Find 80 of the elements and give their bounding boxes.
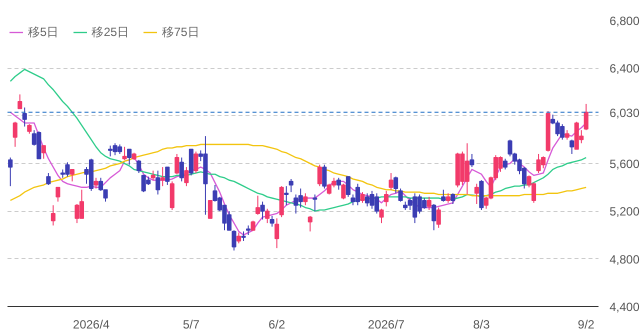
- y-tick-label: 6,800: [610, 14, 640, 28]
- candlestick: [570, 139, 574, 154]
- candlestick: [384, 190, 389, 207]
- candlestick: [70, 168, 74, 182]
- candlestick: [27, 124, 32, 134]
- candlestick: [426, 196, 432, 210]
- candlestick: [308, 215, 312, 232]
- candlestick: [312, 194, 318, 212]
- candlestick: [360, 192, 365, 204]
- y-tick-label: 5,600: [610, 157, 640, 171]
- candlestick: [165, 166, 170, 186]
- candlestick: [450, 192, 456, 205]
- candlestick: [156, 170, 160, 195]
- y-tick-label: 6,400: [610, 62, 640, 76]
- candlestick: [246, 224, 251, 236]
- x-tick-label: 2026/7: [368, 318, 405, 332]
- legend-label: 移25日: [92, 24, 130, 40]
- legend-label: 移75日: [162, 24, 200, 40]
- candlestick: [379, 208, 384, 224]
- candlestick: [584, 103, 588, 131]
- candlestick: [470, 153, 474, 168]
- legend-label: 移5日: [28, 24, 59, 40]
- candlestick: [22, 106, 27, 128]
- candlestick: [436, 207, 441, 228]
- candlestick: [432, 204, 436, 231]
- candlestick: [446, 192, 450, 204]
- candlestick: [288, 178, 294, 193]
- candlestick: [398, 188, 403, 202]
- candlestick: [341, 183, 346, 200]
- candlestick: [208, 200, 212, 219]
- x-tick-label: 5/7: [182, 318, 200, 332]
- candlestick: [260, 201, 265, 220]
- candlestick: [94, 177, 98, 190]
- candlestick: [394, 176, 398, 194]
- candlestick: [127, 148, 132, 166]
- candlestick: [170, 180, 174, 210]
- candlestick: [41, 145, 46, 160]
- candlestick: [250, 220, 256, 231]
- candlestick: [303, 192, 308, 206]
- candlestick: [346, 176, 350, 198]
- candlestick: [232, 230, 236, 251]
- line-series: [10, 144, 587, 202]
- candlestick: [188, 148, 194, 176]
- x-tick-label: 9/2: [578, 318, 595, 332]
- candlestick: [56, 186, 60, 202]
- candlestick: [265, 208, 270, 224]
- candlestick: [136, 159, 142, 174]
- candlestick: [322, 164, 327, 190]
- candlestick: [284, 186, 289, 206]
- candlestick: [241, 230, 246, 242]
- candlestick: [236, 232, 242, 244]
- candlestick: [317, 164, 322, 187]
- candlestick: [194, 151, 198, 174]
- candlestick: [50, 204, 56, 226]
- x-tick-label: 6/2: [268, 318, 286, 332]
- candlestick: [441, 189, 446, 202]
- candlestick: [274, 218, 280, 249]
- candlestick: [8, 157, 13, 187]
- candlestick: [174, 153, 180, 175]
- candlestick: [270, 215, 274, 228]
- candlestick: [502, 158, 508, 170]
- candlestick: [256, 195, 260, 216]
- x-tick-label: 2026/4: [72, 318, 110, 332]
- candlestick: [388, 172, 394, 190]
- candlestick: [474, 183, 479, 205]
- candlestick: [12, 121, 18, 148]
- candlestick: [179, 157, 184, 182]
- candlestick: [18, 94, 22, 110]
- candlestick: [122, 146, 127, 160]
- y-tick-label: 4,800: [610, 252, 640, 266]
- x-tick-label: 8/3: [473, 318, 490, 332]
- candlestick: [46, 172, 51, 186]
- candlestick: [150, 170, 156, 181]
- candlestick: [160, 166, 165, 187]
- candlestick: [184, 166, 189, 187]
- y-tick-label: 5,200: [610, 204, 640, 219]
- candlestick: [336, 177, 341, 190]
- ref-line-label: 6,030: [610, 106, 640, 120]
- y-tick-label: 4,400: [610, 300, 640, 314]
- candlestick: [564, 130, 570, 140]
